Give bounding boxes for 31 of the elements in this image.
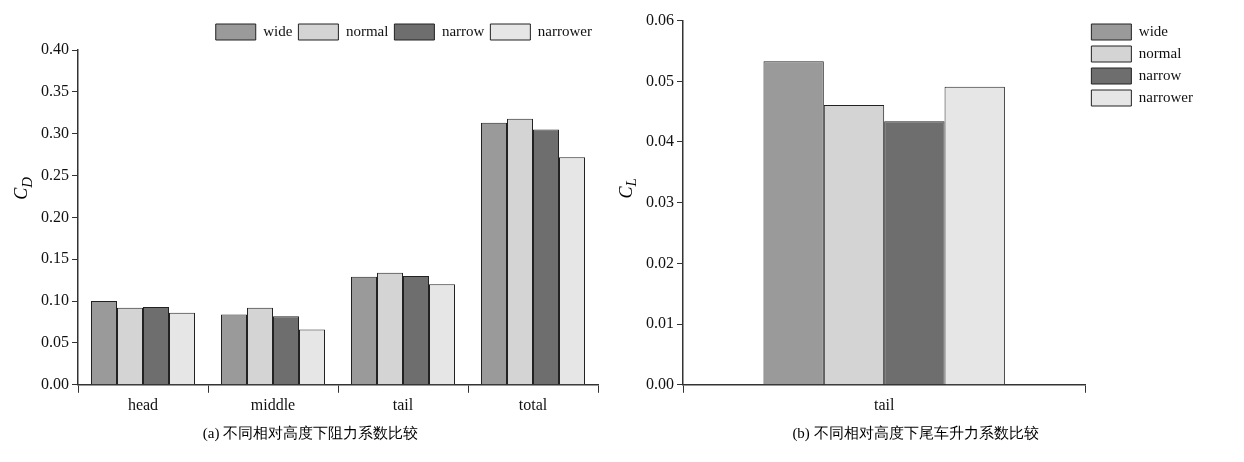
- legend-label: narrow: [441, 22, 485, 39]
- y-tick-label: 0.01: [646, 314, 674, 332]
- text: (b) 不同相对高度下尾车升力系数比较: [791, 424, 1040, 443]
- y-tick-label: 0.20: [41, 207, 69, 225]
- legend-label: narrower: [1138, 88, 1194, 105]
- x-tick-label: head: [127, 395, 159, 413]
- x-tick-label: middle: [250, 395, 296, 413]
- legend-label: wide: [263, 22, 293, 39]
- y-tick-label: 0.06: [646, 10, 674, 28]
- y-tick-label: 0.15: [41, 249, 69, 267]
- y-tick-label: 0.05: [646, 71, 674, 89]
- y-tick-label: 0.03: [646, 192, 674, 210]
- x-tick-label: total: [518, 395, 548, 413]
- y-tick-label: 0.30: [41, 123, 69, 141]
- x-tick-label: tail: [873, 395, 895, 413]
- y-tick-label: 0.40: [41, 40, 69, 58]
- legend-label: normal: [345, 22, 389, 39]
- y-tick-label: 0.02: [646, 253, 674, 271]
- y-tick-label: 0.25: [41, 165, 69, 183]
- y-tick-label: 0.10: [41, 291, 69, 309]
- y-tick-label: 0.00: [41, 375, 69, 392]
- x-tick-label: tail: [392, 395, 414, 413]
- legend-label: narrower: [537, 22, 593, 39]
- text: (a) 不同相对高度下阻力系数比较: [201, 424, 420, 443]
- y-tick-label: 0.35: [41, 82, 69, 100]
- legend-label: normal: [1138, 44, 1182, 61]
- y-tick-label: 0.05: [41, 333, 69, 351]
- legend-label: wide: [1138, 22, 1169, 39]
- y-tick-label: 0.04: [646, 132, 674, 150]
- legend-label: narrow: [1138, 66, 1182, 83]
- y-tick-label: 0.00: [646, 375, 674, 392]
